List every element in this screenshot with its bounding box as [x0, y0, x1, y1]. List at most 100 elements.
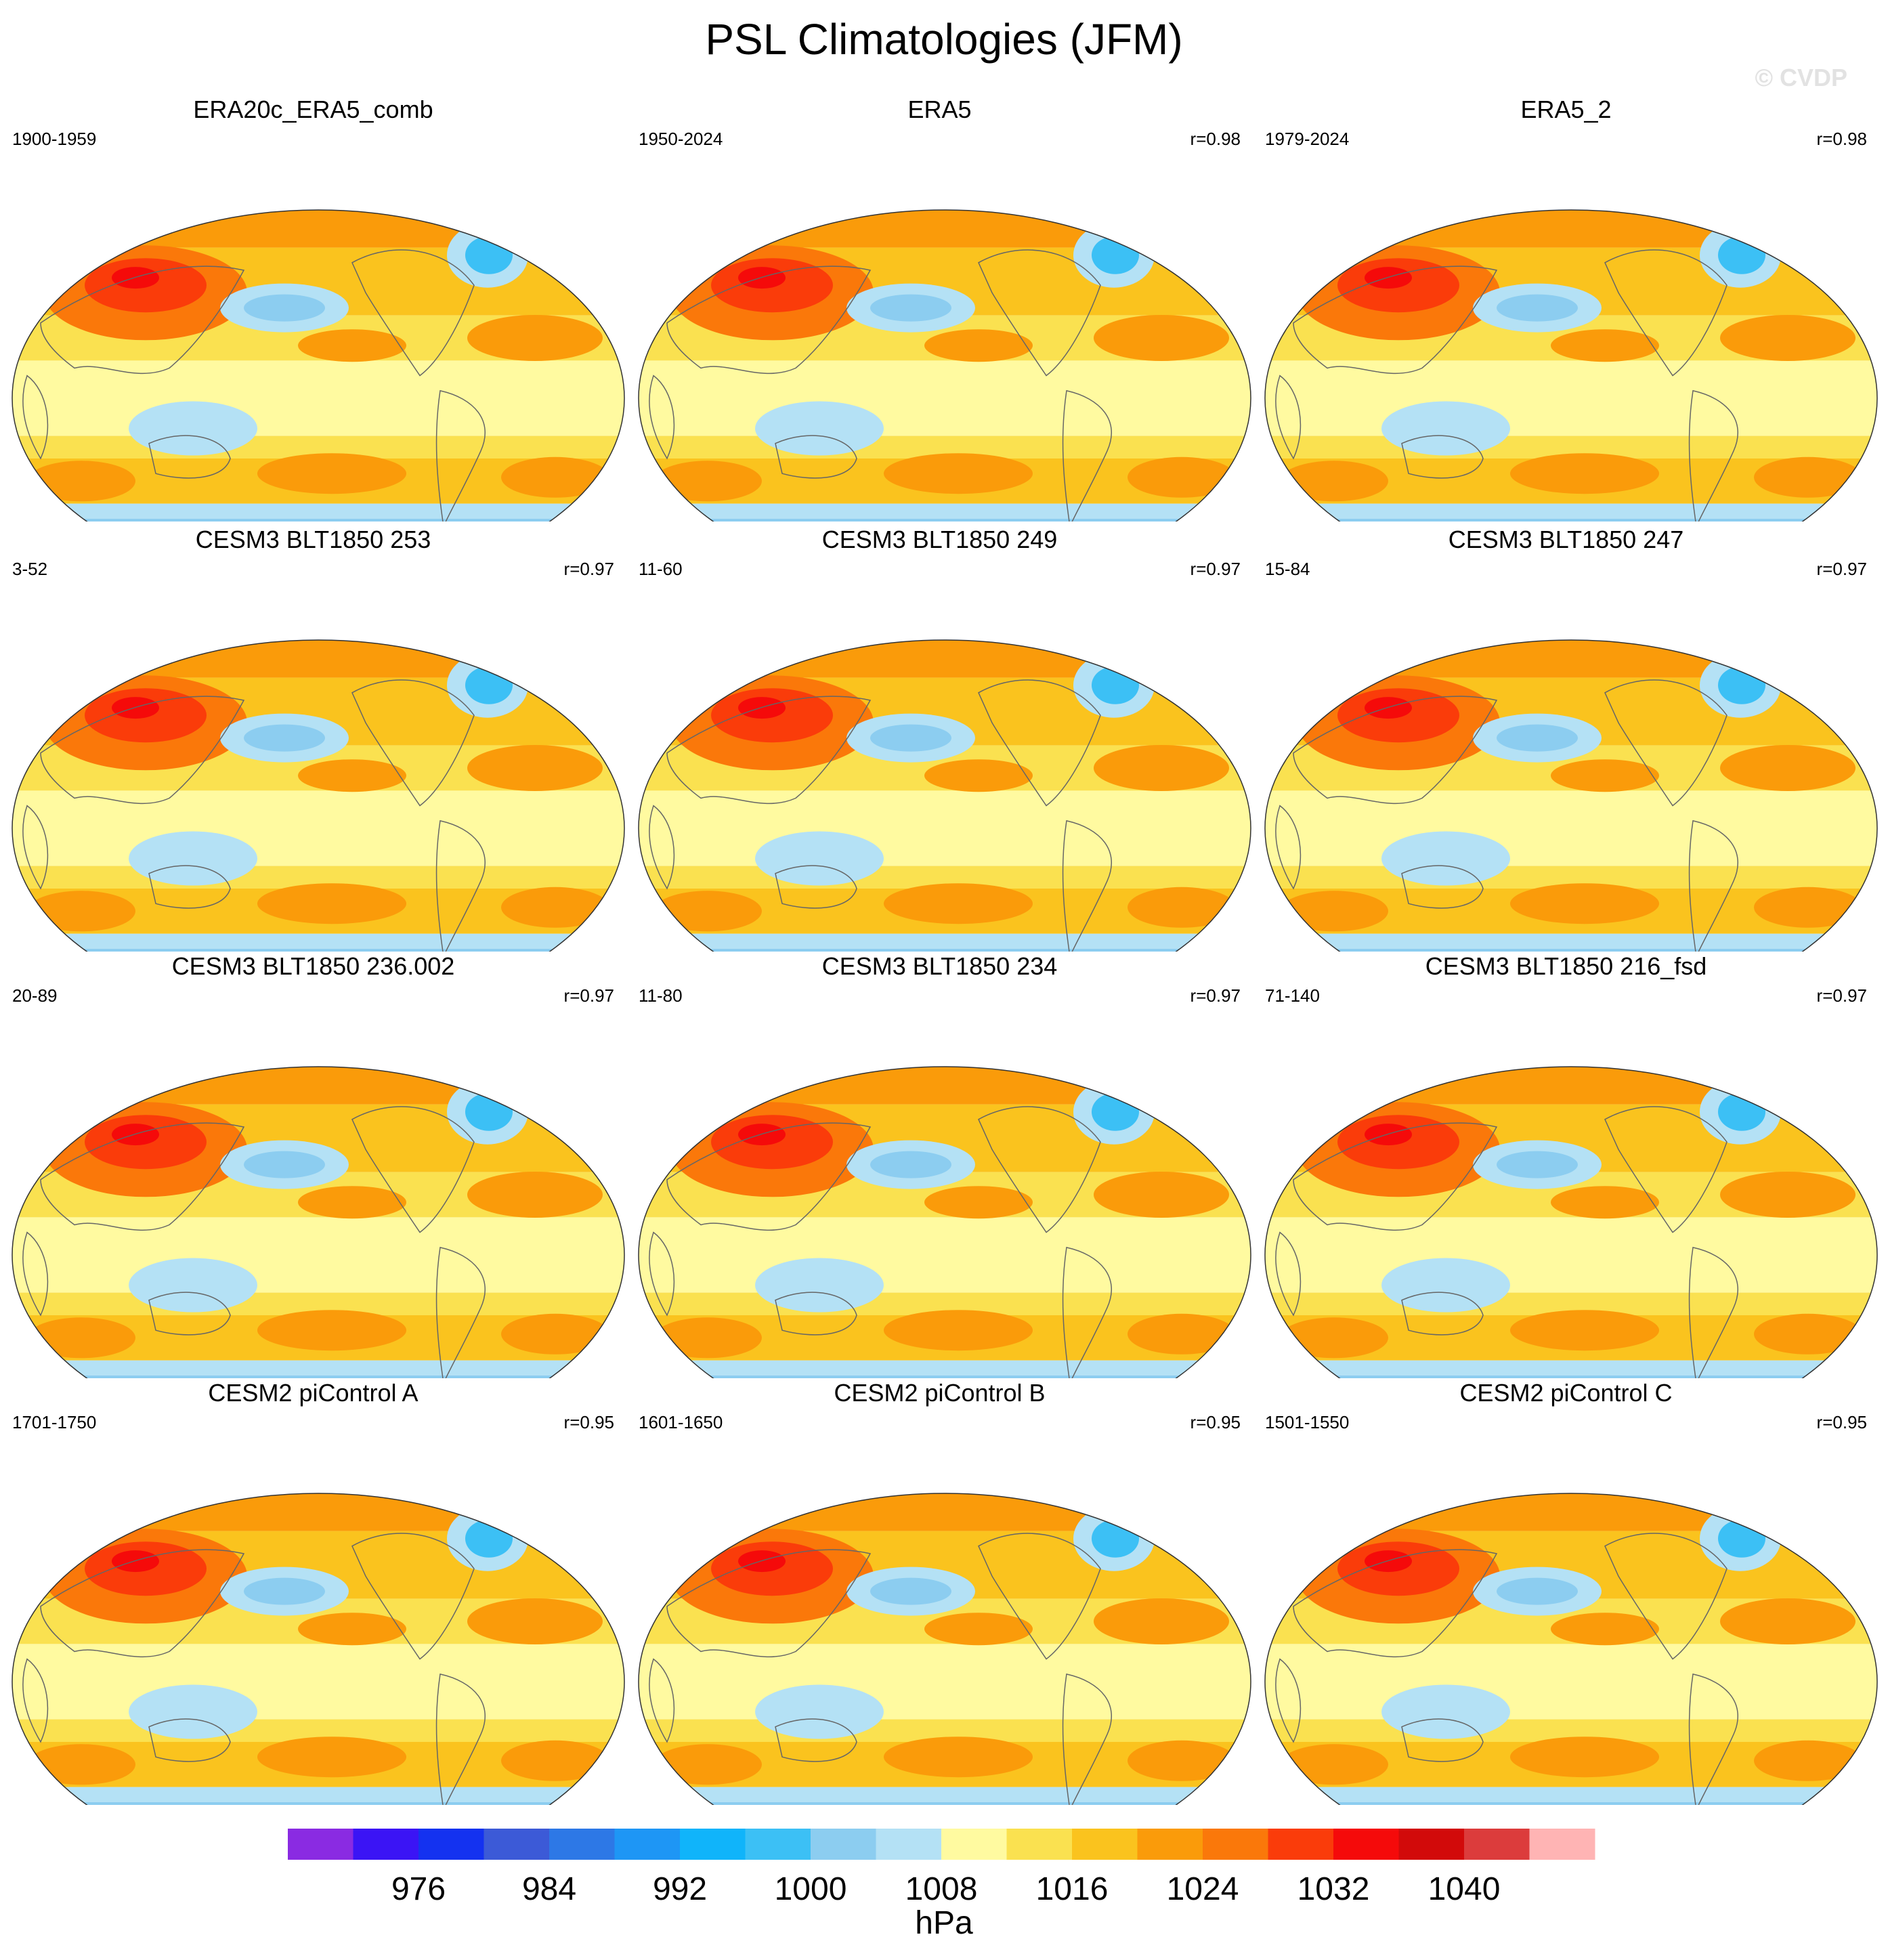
pressure-band [12, 640, 624, 678]
pressure-band [639, 790, 1251, 866]
coastline-north-america [1604, 1106, 1728, 1233]
colorbar-swatch [549, 1829, 615, 1860]
pressure-band [639, 210, 1251, 248]
southern-high [653, 1744, 762, 1785]
coastline-north-america [1604, 679, 1728, 807]
maritime-low [129, 401, 257, 456]
coastline-south-america [1688, 819, 1738, 952]
coastline-africa [1275, 805, 1302, 890]
colorbar-tick-label: 1040 [1428, 1871, 1501, 1907]
coastline-asia [40, 696, 245, 805]
pressure-band [12, 948, 624, 952]
southern-high [1280, 891, 1388, 932]
map-border [12, 639, 625, 952]
panel-correlation: r=0.98 [1816, 129, 1867, 149]
panel-correlation: r=0.97 [563, 559, 614, 579]
panel-correlation: r=0.95 [563, 1412, 614, 1432]
pressure-band [639, 518, 1251, 521]
coastline-africa [649, 805, 675, 890]
coastline-asia [40, 265, 245, 375]
maritime-low [755, 401, 884, 456]
map-border [638, 1493, 1251, 1805]
pressure-band [639, 1067, 1251, 1105]
map-panel: ERA5 1950-2024 r=0.98 [626, 95, 1253, 521]
azores-high [1720, 1598, 1855, 1644]
southern-high [27, 1317, 135, 1359]
pressure-band [12, 210, 624, 248]
coastline-australia [148, 435, 231, 479]
pressure-band [12, 360, 624, 436]
pressure-band [12, 1217, 624, 1293]
azores-high [1094, 1598, 1229, 1644]
coastline-north-america [351, 249, 475, 377]
colorbar-swatch [1006, 1829, 1073, 1860]
psl-map [638, 209, 1251, 521]
coastline-australia [1401, 1292, 1484, 1336]
coastline-australia [775, 1718, 857, 1762]
pressure-band [639, 503, 1251, 519]
map-border [638, 639, 1251, 952]
panel-title: ERA5_2 [1520, 95, 1612, 123]
coastline-south-america [1062, 389, 1112, 521]
pressure-band [1265, 1802, 1877, 1805]
pressure-band [639, 1493, 1251, 1531]
azores-high [1720, 745, 1855, 791]
map-border [1264, 209, 1878, 521]
pressure-band [12, 1375, 624, 1378]
coastline-australia [1401, 1718, 1484, 1762]
colorbar [288, 1829, 1595, 1860]
panel-title: CESM3 BLT1850 236.002 [171, 952, 455, 980]
coastline-asia [1293, 1122, 1498, 1231]
colorbar-swatch [876, 1829, 942, 1860]
panel-correlation: r=0.95 [1816, 1412, 1867, 1432]
map-panel: CESM3 BLT1850 216_fsd 71-140 r=0.97 [1253, 952, 1879, 1378]
azores-high [467, 745, 603, 791]
pressure-band [1265, 210, 1877, 248]
colorbar-swatch [1203, 1829, 1268, 1860]
coastline-south-america [1062, 819, 1112, 952]
map-panel: CESM3 BLT1850 234 11-80 r=0.97 [626, 952, 1253, 1378]
azores-high [467, 1598, 603, 1644]
psl-map [1264, 639, 1878, 952]
pressure-band [1265, 360, 1877, 436]
maritime-low [1381, 831, 1510, 886]
colorbar-swatch [1529, 1829, 1595, 1860]
panel-period: 1979-2024 [1265, 129, 1350, 149]
colorbar-tick-label: 976 [391, 1871, 446, 1907]
southern-high [653, 461, 762, 502]
coastline-asia [666, 1549, 872, 1658]
panel-title: ERA20c_ERA5_comb [193, 95, 433, 123]
panel-period: 3-52 [12, 559, 48, 579]
southern-high [1280, 1317, 1388, 1359]
map-border [1264, 1493, 1878, 1805]
azores-high [467, 315, 603, 361]
maritime-low [755, 831, 884, 886]
colorbar-units: hPa [915, 1905, 973, 1941]
psl-map [12, 209, 625, 521]
panel-period: 1701-1750 [12, 1412, 97, 1432]
coastline-south-america [1688, 1246, 1738, 1378]
pressure-band [639, 1375, 1251, 1378]
coastline-australia [775, 435, 857, 479]
coastline-australia [148, 865, 231, 909]
psl-map [12, 639, 625, 952]
pressure-band [12, 1802, 624, 1805]
pressure-band [1265, 1644, 1877, 1720]
map-panel: CESM3 BLT1850 249 11-60 r=0.97 [626, 525, 1253, 952]
panel-period: 15-84 [1265, 559, 1310, 579]
coastline-australia [148, 1718, 231, 1762]
panel-title: CESM3 BLT1850 253 [195, 526, 431, 553]
coastline-north-america [1604, 249, 1728, 377]
coastline-africa [22, 1658, 49, 1743]
pressure-band [1265, 1787, 1877, 1802]
colorbar-swatch [353, 1829, 419, 1860]
panel-title: CESM2 piControl B [834, 1379, 1046, 1407]
coastline-africa [22, 1231, 49, 1317]
maritime-low [129, 831, 257, 886]
map-panel: CESM3 BLT1850 253 3-52 r=0.97 [0, 525, 626, 952]
map-border [1264, 639, 1878, 952]
colorbar-swatch [484, 1829, 550, 1860]
panel-title: CESM3 BLT1850 234 [821, 952, 1058, 980]
maritime-low [1381, 1684, 1510, 1739]
coastline-north-america [1604, 1533, 1728, 1660]
